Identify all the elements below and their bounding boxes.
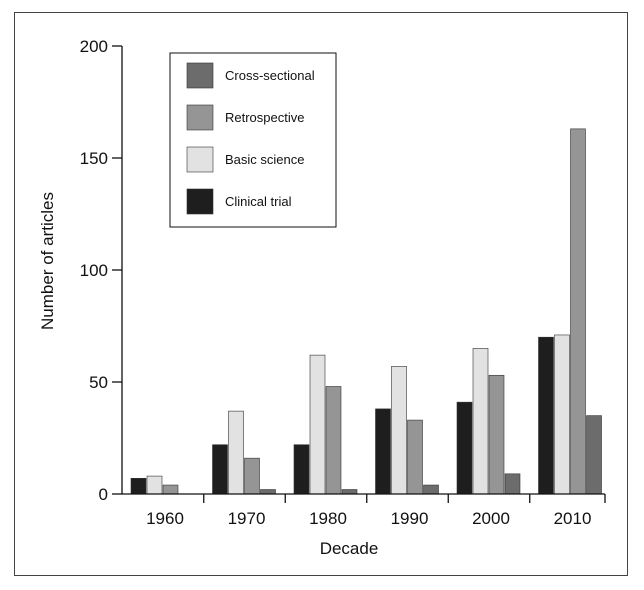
y-ticks: 0 50 100 150 200 <box>80 37 122 504</box>
bar-retrospective-2000 <box>488 374 505 495</box>
legend-label-clinical-trial: Clinical trial <box>225 194 292 209</box>
y-tick-label: 150 <box>80 149 108 168</box>
bar-basic-science-1990 <box>391 366 407 495</box>
bar-retrospective-1970 <box>244 457 260 495</box>
bar-retrospective-1990 <box>407 419 423 495</box>
bar-retrospective-2010 <box>570 128 586 495</box>
y-tick-label: 0 <box>99 485 108 504</box>
x-ticks: 1960 1970 1980 1990 2000 2010 <box>146 494 606 528</box>
bar-retrospective-1980 <box>325 386 342 495</box>
legend-label-retrospective: Retrospective <box>225 110 304 125</box>
bar-cross-sectional-1980 <box>341 489 358 495</box>
x-axis-title: Decade <box>320 539 379 558</box>
legend-items: Cross-sectional Retrospective Basic scienc… <box>186 62 315 215</box>
bar-cross-sectional-2010 <box>586 415 602 495</box>
legend-label-cross-sectional: Cross-sectional <box>225 68 315 83</box>
bar-clinical-trial-1960 <box>130 478 147 495</box>
bar-basic-science-1980 <box>309 354 326 495</box>
bar-cross-sectional-1990 <box>423 484 439 495</box>
x-tick-label: 1960 <box>146 509 184 528</box>
bar-clinical-trial-2000 <box>456 401 473 495</box>
y-tick-label: 100 <box>80 261 108 280</box>
x-tick-label: 2010 <box>554 509 592 528</box>
legend-label-basic-science: Basic science <box>225 152 304 167</box>
y-tick-label: 50 <box>89 373 108 392</box>
x-tick-label: 1980 <box>309 509 347 528</box>
x-tick-label: 2000 <box>472 509 510 528</box>
legend-swatch-clinical-trial <box>186 188 214 215</box>
bar-chart: 0 50 100 150 200 1960 1970 1980 1990 2000 2010 De… <box>38 37 606 558</box>
x-tick-label: 1990 <box>391 509 429 528</box>
bar-clinical-trial-1970 <box>212 444 228 495</box>
legend: Cross-sectional Retrospective Basic scienc… <box>169 52 337 228</box>
legend-swatch-cross-sectional <box>186 62 214 89</box>
bar-retrospective-1960 <box>162 484 179 495</box>
bar-cross-sectional-1970 <box>260 489 276 495</box>
bar-cross-sectional-2000 <box>504 473 521 495</box>
bar-basic-science-2000 <box>472 348 489 495</box>
bar-clinical-trial-2010 <box>538 336 554 495</box>
bar-basic-science-1960 <box>146 475 163 495</box>
bar-basic-science-1970 <box>228 410 244 495</box>
bar-basic-science-2010 <box>554 334 570 495</box>
legend-swatch-retrospective <box>186 104 214 131</box>
chart-frame: 0 50 100 150 200 1960 1970 1980 1990 2000 2010 De… <box>14 12 628 576</box>
y-axis-title: Number of articles <box>38 192 57 330</box>
bar-clinical-trial-1980 <box>293 444 310 495</box>
bars-layer <box>130 128 602 495</box>
bar-clinical-trial-1990 <box>375 408 391 495</box>
legend-swatch-basic-science <box>186 146 214 173</box>
y-tick-label: 200 <box>80 37 108 56</box>
x-tick-label: 1970 <box>228 509 266 528</box>
